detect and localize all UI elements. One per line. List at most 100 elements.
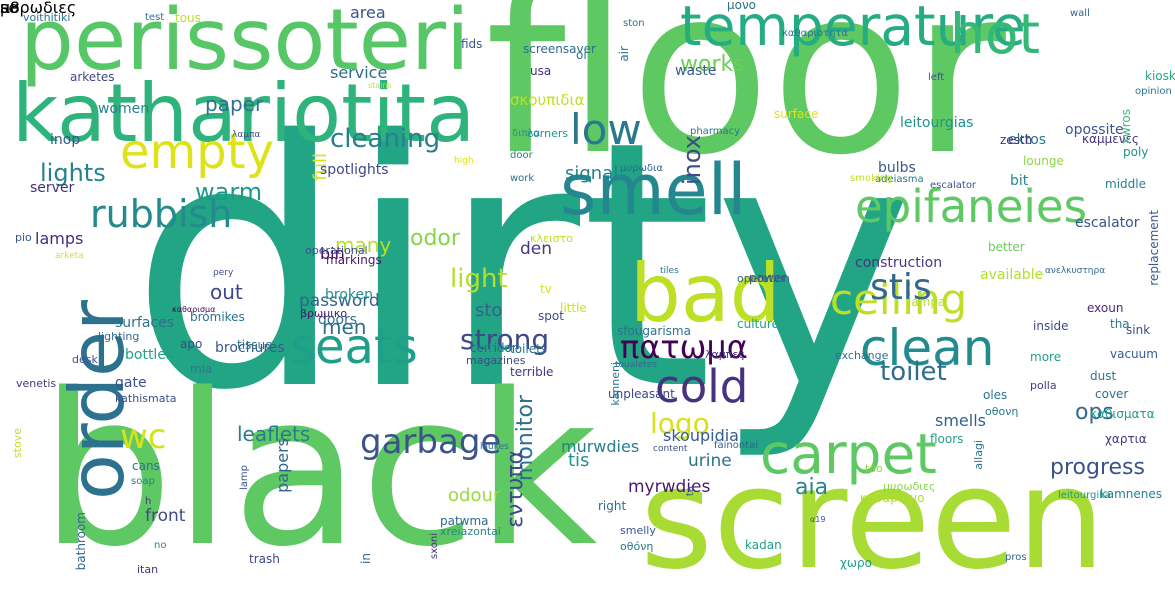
word: voithitiki xyxy=(23,11,71,25)
word: epifaneies xyxy=(855,179,1088,233)
word: χωρο xyxy=(840,556,872,571)
word: cold xyxy=(655,359,749,413)
word: toilets xyxy=(510,342,548,357)
word: usa xyxy=(530,64,552,79)
word: dust xyxy=(1090,369,1117,384)
word: terrible xyxy=(510,365,554,380)
word: content xyxy=(653,443,688,454)
word: inox xyxy=(678,135,706,186)
word: middle xyxy=(1105,177,1146,192)
word: cleaning xyxy=(330,124,441,155)
word: right xyxy=(598,499,627,514)
word: seats xyxy=(290,319,418,376)
word: works xyxy=(680,51,745,77)
word: kiosk xyxy=(1145,69,1175,84)
word: sto xyxy=(475,300,503,322)
word: se xyxy=(0,0,19,17)
word: den xyxy=(520,238,553,259)
word: καμμενες xyxy=(1082,132,1139,147)
word: smelly xyxy=(620,524,656,538)
word: xreiazontai xyxy=(440,525,501,539)
word: pros xyxy=(1005,551,1027,563)
word: rubbish xyxy=(90,191,233,236)
word: tiles xyxy=(660,265,679,276)
word: black xyxy=(40,347,598,593)
word: cover xyxy=(1095,387,1129,402)
word: λαμπα xyxy=(232,129,261,140)
word: server xyxy=(30,180,75,197)
word: out xyxy=(210,280,243,305)
word: inop xyxy=(50,132,81,149)
word: μυρωδιες xyxy=(883,480,936,494)
word: tous xyxy=(175,11,201,26)
word: ta xyxy=(685,486,696,497)
word: stains xyxy=(368,80,392,90)
word: ceiling xyxy=(830,275,968,325)
word: χαρτια xyxy=(1105,432,1147,447)
word: καθαρισμο xyxy=(860,491,925,506)
word: tv xyxy=(540,282,552,297)
word: πατωμα xyxy=(620,327,748,366)
word: fainontai xyxy=(714,439,759,451)
word: μονο xyxy=(727,0,757,13)
word: opossite xyxy=(1065,122,1124,139)
word: light xyxy=(450,264,508,295)
word: mia xyxy=(190,362,213,377)
word: odour xyxy=(448,485,501,507)
word: venetis xyxy=(16,377,57,391)
word: a8 xyxy=(0,0,20,17)
word: service xyxy=(330,62,388,82)
word: allagi xyxy=(972,440,985,470)
word: operation xyxy=(737,272,790,286)
word: apo xyxy=(180,337,203,352)
word: brochures xyxy=(215,340,285,357)
word: ops xyxy=(1075,399,1114,425)
word: hot xyxy=(950,2,1041,67)
word: leitourgias xyxy=(900,115,974,132)
word: more xyxy=(1030,350,1062,365)
word: kathismata xyxy=(115,392,177,406)
word: ektos xyxy=(1008,132,1047,149)
word: password xyxy=(299,290,380,311)
word: oi xyxy=(576,48,587,63)
word: oles xyxy=(983,388,1008,403)
word: left xyxy=(928,71,945,83)
word: carpet xyxy=(760,422,937,487)
word: bad xyxy=(630,246,781,340)
word: floor xyxy=(485,0,1006,206)
word: λαμπες xyxy=(705,348,745,362)
word: urine xyxy=(688,450,732,471)
word: surfaces xyxy=(115,315,175,332)
word: papers xyxy=(273,438,292,493)
word: poly xyxy=(1123,145,1149,160)
word: gate xyxy=(115,375,147,392)
word: bromikes xyxy=(190,310,245,325)
word: καθαριοτητα xyxy=(782,27,849,39)
word: toilet xyxy=(880,357,947,388)
word: screensaver xyxy=(523,42,596,57)
word: men xyxy=(322,315,367,340)
word: murwdies xyxy=(561,436,640,456)
word: test xyxy=(145,11,165,23)
word: skoupidia xyxy=(663,425,739,445)
word: warm xyxy=(195,177,263,206)
word: itan xyxy=(137,563,159,577)
word: κλειστο xyxy=(530,232,573,246)
word: screen xyxy=(640,438,1106,597)
word: door xyxy=(510,149,533,161)
word: aia xyxy=(795,474,829,500)
word: stove xyxy=(11,428,24,459)
word: empty xyxy=(120,124,274,181)
word: καθισματα xyxy=(1090,407,1155,422)
word: logo xyxy=(650,407,710,441)
word: othoni xyxy=(479,342,511,354)
word: clean xyxy=(860,319,995,377)
word: εντυπα xyxy=(503,450,528,528)
word: myrwdies xyxy=(628,476,711,497)
word: progress xyxy=(1050,454,1145,480)
word: laukes xyxy=(480,441,509,452)
word: markings xyxy=(326,253,382,268)
word: front xyxy=(145,505,186,526)
word: zesth xyxy=(1000,133,1033,148)
